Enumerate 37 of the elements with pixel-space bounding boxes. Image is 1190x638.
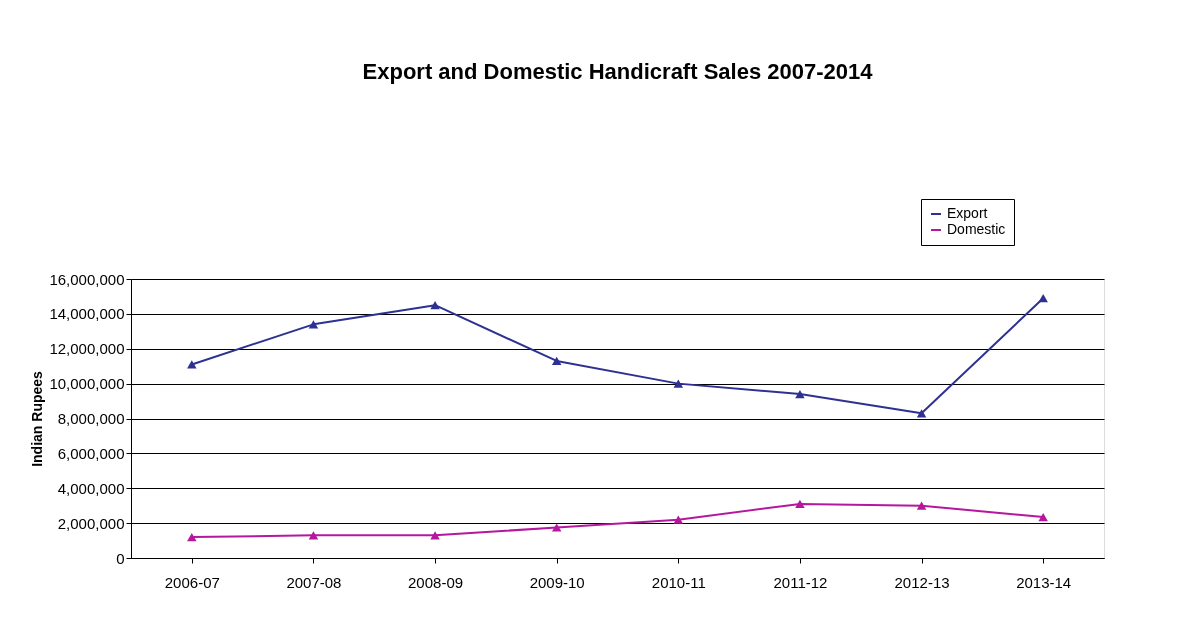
x-tick-label: 2007-08: [286, 573, 342, 591]
chart-title: Export and Domestic Handicraft Sales 2007-2014: [362, 58, 874, 84]
point: [551, 523, 562, 532]
point: [1038, 294, 1048, 303]
y-tick-label: 10,000,000: [49, 375, 125, 393]
legend-label: Export: [947, 205, 988, 221]
x-tick-label: 2009-10: [529, 573, 585, 591]
point: [308, 531, 319, 540]
x-tick-label: 2008-09: [408, 573, 464, 591]
point: [673, 379, 684, 388]
point: [1038, 512, 1048, 522]
x-tick-label: 2010-11: [651, 573, 706, 591]
point: [430, 531, 440, 540]
point: [187, 532, 197, 542]
legend-label: Domestic: [947, 221, 1006, 237]
x-tick-label: 2006-07: [164, 573, 220, 591]
point: [673, 515, 684, 524]
point: [551, 356, 562, 366]
point: [430, 301, 440, 310]
point: [916, 501, 927, 510]
y-tick-label: 16,000,000: [49, 270, 125, 288]
y-axis-title: Indian Rupees: [29, 370, 46, 467]
y-tick-label: 12,000,000: [49, 340, 125, 358]
point: [187, 360, 197, 369]
y-tick-label: 6,000,000: [57, 444, 125, 462]
y-tick-label: 0: [116, 549, 125, 567]
x-tick-label: 2013-14: [1016, 573, 1072, 591]
x-tick-label: 2011-12: [773, 573, 828, 591]
point: [795, 499, 805, 509]
y-tick-label: 2,000,000: [57, 514, 125, 532]
y-tick-label: 4,000,000: [57, 479, 125, 497]
x-tick-label: 2012-13: [894, 573, 950, 591]
point: [916, 409, 927, 418]
y-tick-label: 8,000,000: [57, 410, 125, 427]
y-tick-label: 14,000,000: [49, 305, 125, 323]
point: [308, 320, 319, 329]
point: [795, 389, 805, 399]
